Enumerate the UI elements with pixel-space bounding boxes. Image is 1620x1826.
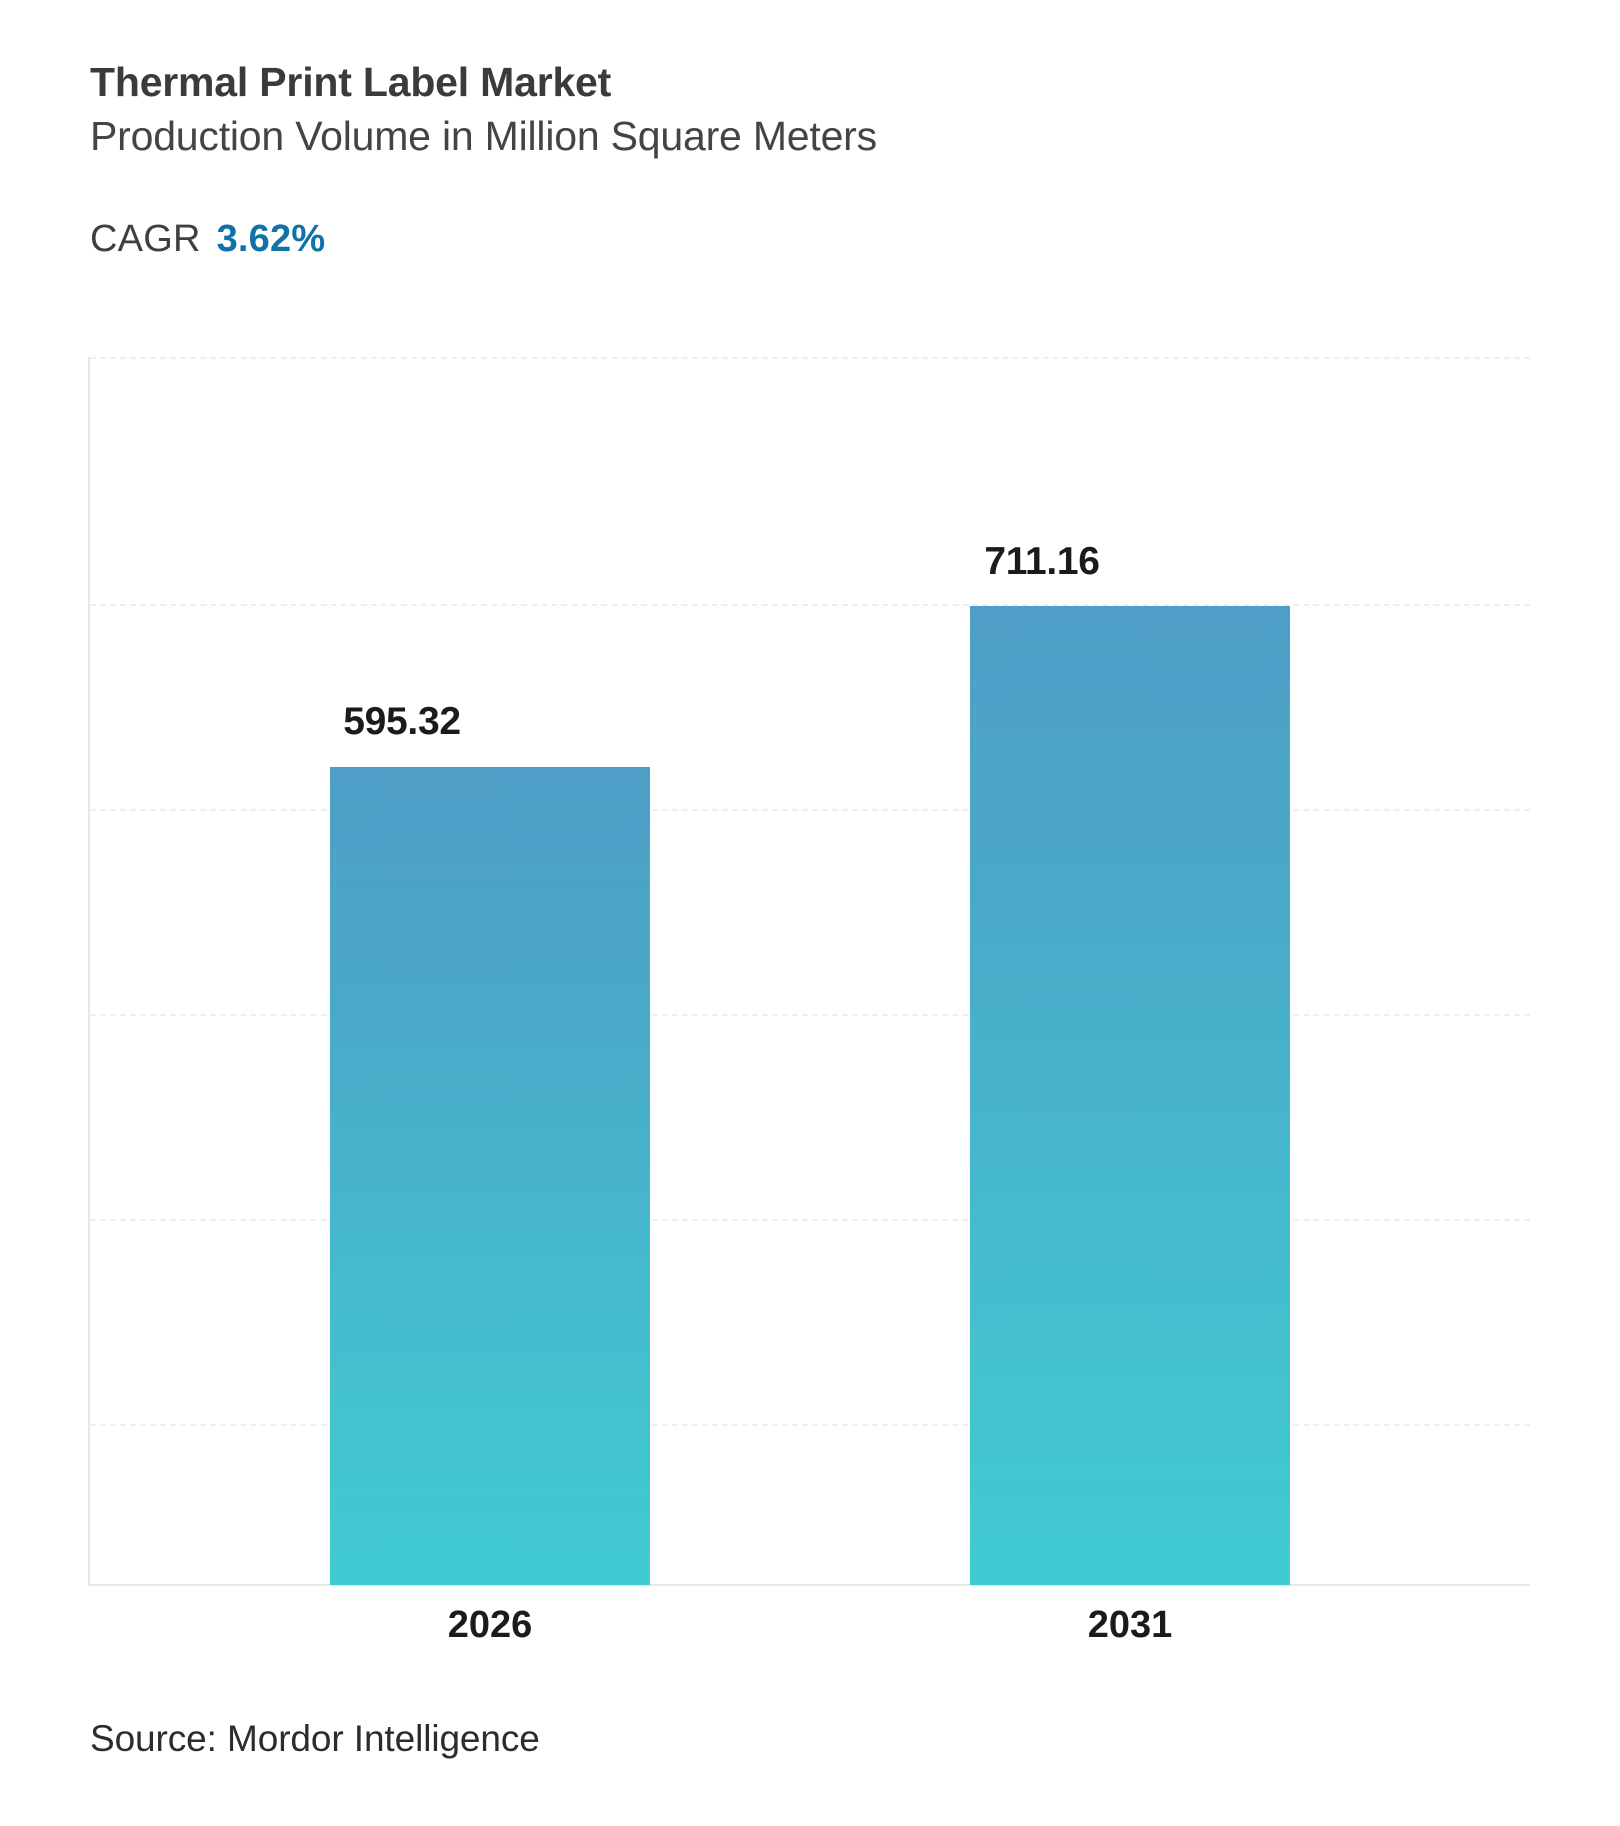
cagr-label: CAGR [90, 218, 201, 260]
x-axis-line [88, 1584, 1530, 1586]
chart-subtitle: Production Volume in Million Square Mete… [90, 113, 877, 160]
gridline-280 [90, 1219, 1530, 1221]
page-title: Thermal Print Label Market [90, 59, 612, 105]
cagr-value: 3.62% [216, 218, 326, 260]
bar-2026[interactable] [330, 767, 650, 1585]
gridline-840 [90, 357, 1530, 359]
bar-value-2026: 595.32 [343, 700, 461, 743]
gridline-420 [90, 1014, 1530, 1016]
source-caption: Source: Mordor Intelligence [90, 1718, 540, 1759]
gridline-560 [90, 809, 1530, 811]
plot-area [88, 357, 1530, 1585]
gridline-700 [90, 604, 1530, 606]
gridline-140 [90, 1424, 1530, 1426]
bar-2031[interactable] [970, 606, 1290, 1585]
bar-value-2031: 711.16 [984, 540, 1100, 583]
chart-header: Thermal Print Label Market Production Vo… [90, 58, 1520, 161]
x-tick-label-2026: 2026 [447, 1604, 533, 1646]
cagr-annotation: CAGR 3.62% [90, 218, 325, 261]
bars-layer [88, 357, 1530, 1585]
x-tick-label-2031: 2031 [1087, 1604, 1173, 1646]
